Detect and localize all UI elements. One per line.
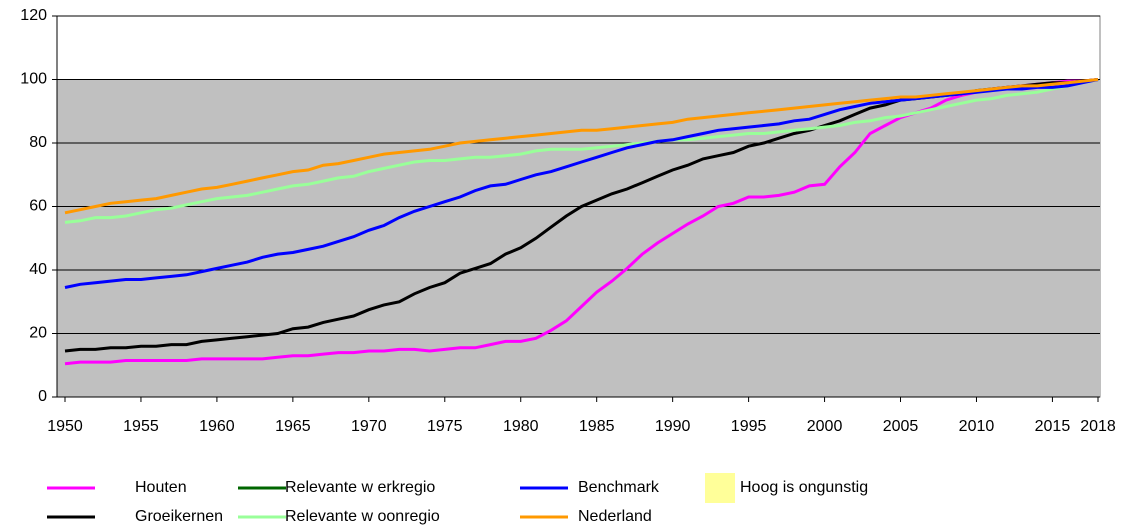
legend-label: Houten	[135, 479, 187, 496]
x-tick-label: 1980	[503, 418, 539, 435]
x-tick-label: 1990	[655, 418, 691, 435]
x-tick-label: 2000	[807, 418, 843, 435]
x-tick-label: 1995	[731, 418, 767, 435]
x-tick-label: 1985	[579, 418, 615, 435]
x-tick-label: 2015	[1035, 418, 1071, 435]
x-tick-label: 1975	[427, 418, 463, 435]
series-line	[64, 78, 1099, 289]
legend-label: Relevante w oonregio	[285, 508, 440, 525]
series-line	[64, 78, 1099, 215]
x-tick-label: 2018	[1080, 418, 1116, 435]
y-tick-label: 120	[20, 7, 47, 24]
x-tick-label: 1950	[47, 418, 83, 435]
y-tick-label: 0	[38, 388, 47, 405]
x-tick-label: 1960	[199, 418, 235, 435]
x-tick-label: 2010	[959, 418, 995, 435]
x-tick-label: 1970	[351, 418, 387, 435]
legend-label: Benchmark	[578, 479, 660, 496]
x-tick-label: 1965	[275, 418, 311, 435]
y-tick-label: 80	[29, 134, 47, 151]
legend-label: Hoog is ongunstig	[740, 479, 868, 496]
y-tick-label: 40	[29, 261, 47, 278]
legend-label: Groeikernen	[135, 508, 223, 525]
y-tick-label: 60	[29, 198, 47, 215]
series-line	[64, 78, 1099, 224]
legend-label: Relevante w erkregio	[285, 479, 435, 496]
y-tick-label: 20	[29, 325, 47, 342]
x-tick-label: 2005	[883, 418, 919, 435]
plot-shading	[57, 79, 1100, 397]
y-tick-label: 100	[20, 71, 47, 88]
legend-swatch	[705, 473, 735, 503]
x-tick-label: 1955	[123, 418, 159, 435]
legend-label: Nederland	[578, 508, 652, 525]
